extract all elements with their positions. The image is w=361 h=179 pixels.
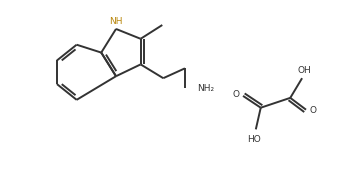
Text: OH: OH bbox=[297, 66, 311, 75]
Text: HO: HO bbox=[247, 135, 261, 144]
Text: O: O bbox=[309, 106, 316, 115]
Text: NH: NH bbox=[109, 17, 123, 26]
Text: NH₂: NH₂ bbox=[197, 84, 214, 93]
Text: O: O bbox=[232, 90, 240, 99]
